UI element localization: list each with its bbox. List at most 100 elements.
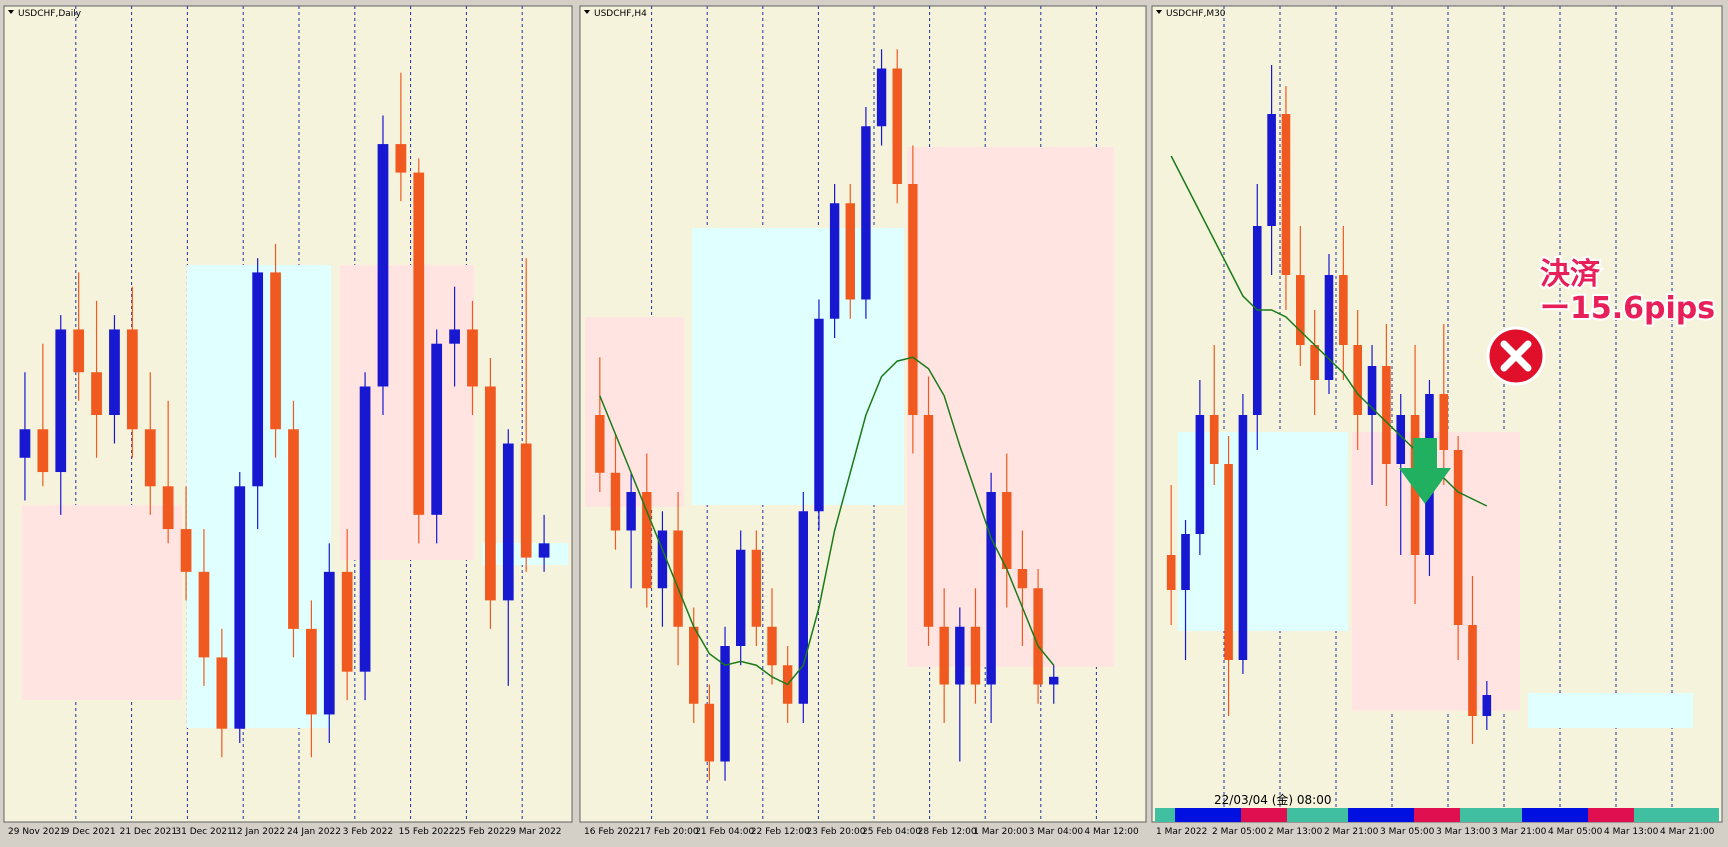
candle-body [1310, 345, 1319, 380]
zone [1528, 693, 1693, 728]
sell-arrow [1399, 438, 1451, 504]
x-label: 9 Mar 2022 [510, 827, 561, 837]
candle-body [73, 329, 85, 373]
candle-body [673, 530, 683, 627]
x-label: 21 Feb 04:00 [695, 827, 754, 837]
x-label: 21 Dec 2021 [120, 827, 178, 837]
candle-body [735, 549, 746, 646]
candle-body [1353, 345, 1362, 415]
x-label: 12 Jan 2022 [231, 827, 285, 837]
strip-bar [1414, 808, 1460, 822]
candle-body [306, 628, 317, 715]
candle-body [829, 203, 840, 319]
candle-body [845, 203, 855, 300]
candle-body [413, 172, 425, 515]
candle-body [1453, 450, 1463, 625]
candle-body [1033, 588, 1043, 685]
zone [907, 147, 1114, 667]
x-label: 28 Feb 12:00 [918, 827, 977, 837]
candle-body [939, 626, 949, 685]
candle-body [216, 657, 228, 729]
x-label: 3 Mar 21:00 [1492, 827, 1547, 837]
candle-body [923, 415, 934, 627]
zone [22, 505, 182, 700]
candle-body [970, 626, 981, 685]
candle-body [377, 144, 389, 387]
candle-body [502, 443, 514, 601]
x-label: 24 Jan 2022 [287, 827, 341, 837]
candle-body [1439, 394, 1449, 450]
x-label: 23 Feb 20:00 [806, 827, 865, 837]
candle-body [1324, 275, 1334, 380]
panel-title: USDCHF,H4 [594, 9, 647, 19]
candle-body [270, 272, 281, 430]
candle-body [798, 511, 808, 704]
candle-body [595, 415, 605, 473]
candle-body [180, 529, 192, 572]
candle-body [1195, 415, 1205, 534]
candle-body [1382, 366, 1391, 464]
candle-body [861, 126, 871, 300]
candle-body [538, 543, 550, 558]
x-label: 9 Dec 2021 [64, 827, 116, 837]
candle-body [986, 492, 996, 685]
candle-body [1224, 464, 1233, 660]
panel-menu [1156, 10, 1162, 14]
candle-body [431, 343, 443, 515]
candle-body [359, 386, 371, 672]
candle-body [198, 571, 210, 658]
candle-body [1252, 226, 1262, 415]
candle-body [252, 272, 264, 487]
candle-body [449, 329, 460, 344]
x-label: 1 Mar 2022 [1156, 827, 1207, 837]
x-label: 1 Mar 20:00 [973, 827, 1028, 837]
x-label: 17 Feb 20:00 [640, 827, 699, 837]
candle-body [657, 530, 668, 589]
candle-body [109, 329, 120, 415]
strip-bar [1588, 808, 1634, 822]
candle-body [341, 571, 353, 672]
x-label: 31 Dec 2021 [175, 827, 233, 837]
candle-body [485, 386, 496, 601]
candle-body [892, 68, 902, 184]
candle-body [37, 429, 49, 473]
candle-body [1238, 415, 1248, 660]
x-label: 15 Feb 2022 [399, 827, 455, 837]
candle-body [1002, 492, 1012, 569]
candle-body [610, 472, 621, 531]
panel-title: USDCHF,M30 [1166, 9, 1226, 19]
candle-body [876, 68, 887, 127]
candle-body [767, 626, 777, 666]
candle-body [814, 318, 824, 512]
candle-body [1281, 114, 1291, 275]
panel-menu [8, 10, 14, 14]
strip-bar [1522, 808, 1588, 822]
candle-body [126, 329, 138, 430]
candle-body [288, 429, 299, 629]
x-label: 16 Feb 2022 [584, 827, 640, 837]
candle-body [467, 329, 478, 387]
candle-body [1396, 415, 1406, 464]
candle-body [1482, 695, 1492, 716]
x-label: 2 Mar 21:00 [1324, 827, 1379, 837]
candle-body [520, 443, 532, 558]
strip-bar [1175, 808, 1241, 822]
zone [692, 228, 904, 505]
moving-average [599, 356, 1055, 686]
candle-body [1267, 114, 1276, 226]
candle-body [1367, 366, 1377, 415]
candle-body [323, 571, 335, 715]
candle-body [1181, 534, 1190, 590]
candle-body [91, 372, 102, 415]
candle-body [55, 329, 67, 473]
candle-body [751, 549, 762, 627]
candle-body [1166, 555, 1176, 590]
zone [1178, 432, 1348, 631]
x-label: 4 Mar 12:00 [1084, 827, 1139, 837]
candle-body [19, 429, 31, 458]
panel-title: USDCHF,Daily [18, 9, 82, 19]
strip-bar [1348, 808, 1414, 822]
x-label: 3 Feb 2022 [343, 827, 393, 837]
zone [585, 317, 684, 507]
